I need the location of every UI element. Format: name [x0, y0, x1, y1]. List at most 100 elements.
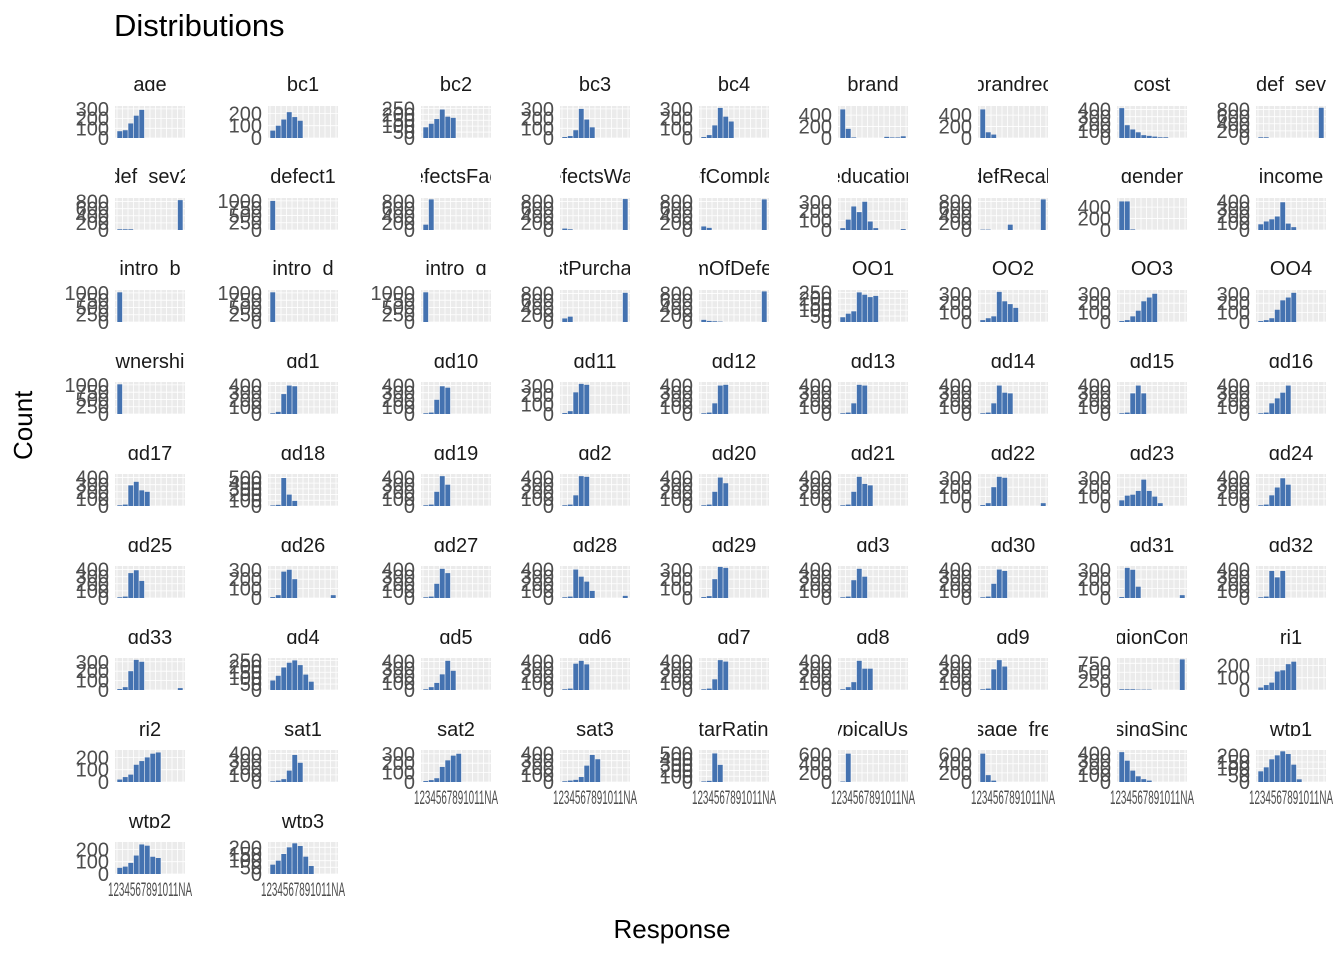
histogram-bar — [873, 295, 879, 322]
y-tick-label: 250 — [1078, 671, 1111, 693]
facet-strip-label: qd21 — [851, 443, 896, 465]
histogram-bar — [1124, 412, 1130, 414]
y-tick-label: 750 — [382, 290, 415, 312]
y-tick-label: 0 — [1239, 404, 1250, 426]
histogram-bar — [851, 682, 857, 690]
histogram-bar — [1002, 666, 1008, 690]
histogram-bar — [996, 476, 1002, 506]
y-tick-label: 200 — [1217, 121, 1250, 143]
y-tick-label: 1000 — [65, 375, 110, 397]
histogram-bar — [701, 319, 707, 322]
y-tick-label: 0 — [682, 128, 693, 150]
y-tick-label: 150 — [229, 662, 262, 684]
histogram-bar — [122, 229, 128, 230]
histogram-bar — [439, 109, 445, 138]
histogram-bar — [1119, 321, 1125, 322]
y-tick-label: 200 — [1217, 574, 1250, 596]
y-tick-label: 300 — [229, 560, 262, 582]
histogram-bar — [991, 487, 997, 506]
facet-strip-label: wtp3 — [281, 811, 324, 833]
histogram-bar — [297, 762, 303, 782]
y-tick-label: 300 — [660, 659, 693, 681]
histogram-bar — [991, 669, 997, 690]
y-tick-label: 100 — [1078, 397, 1111, 419]
histogram-bar — [701, 226, 707, 230]
y-tick-label: 0 — [404, 128, 415, 150]
y-tick-label: 100 — [382, 763, 415, 785]
histogram-bar — [1263, 767, 1269, 782]
facet-strip-label: wtp1 — [1269, 719, 1312, 741]
y-tick-label: 50 — [240, 857, 262, 879]
y-tick-label: 100 — [1217, 213, 1250, 235]
y-tick-label: 200 — [1217, 745, 1250, 767]
y-tick-label: 300 — [521, 567, 554, 589]
y-tick-label: 100 — [229, 397, 262, 419]
y-tick-label: 400 — [76, 560, 109, 582]
histogram-bar — [856, 384, 862, 414]
y-tick-label: 100 — [229, 116, 262, 138]
histogram-bar — [712, 579, 718, 598]
y-tick-label: 1000 — [218, 191, 263, 213]
y-tick-label: 200 — [521, 213, 554, 235]
histogram-bar — [712, 403, 718, 414]
facet-strip-label: qd3 — [856, 535, 889, 557]
y-tick-label: 400 — [1078, 197, 1111, 219]
facet-strip-label: qd29 — [712, 535, 757, 557]
y-tick-label: 400 — [76, 206, 109, 228]
histogram-bar — [567, 411, 573, 414]
y-tick-label: 400 — [1217, 560, 1250, 582]
histogram-bar — [867, 297, 873, 322]
histogram-bar — [1124, 125, 1130, 138]
histogram-bar — [980, 689, 986, 690]
y-tick-label: 250 — [229, 213, 262, 235]
y-tick-label: 300 — [799, 567, 832, 589]
histogram-bar — [1258, 413, 1264, 414]
y-tick-label: 100 — [382, 581, 415, 603]
histogram-bar — [980, 413, 986, 414]
histogram-bar — [434, 583, 440, 598]
histogram-bar — [717, 660, 723, 690]
y-tick-label: 200 — [76, 747, 109, 769]
y-tick-label: 100 — [1078, 487, 1111, 509]
y-tick-label: 400 — [229, 376, 262, 398]
histogram-bar — [845, 596, 851, 598]
histogram-bar — [996, 385, 1002, 414]
histogram-bar — [706, 688, 712, 690]
y-tick-label: 200 — [1078, 293, 1111, 315]
y-tick-label: 0 — [543, 588, 554, 610]
y-tick-label: 0 — [98, 220, 109, 242]
histogram-bar — [445, 660, 451, 690]
histogram-bar — [275, 675, 281, 690]
histogram-bar — [139, 761, 145, 782]
y-tick-label: 0 — [1239, 312, 1250, 334]
histogram-bar — [1285, 385, 1291, 414]
histogram-bar — [562, 228, 568, 230]
histogram-bar — [281, 571, 287, 598]
facet-strip-label: qd19 — [434, 443, 479, 465]
y-tick-label: 100 — [1078, 121, 1111, 143]
y-tick-label: 600 — [939, 745, 972, 767]
histogram-bar — [122, 504, 128, 506]
x-tick-labels: 1234567891011NA — [553, 788, 637, 809]
histogram-bar — [1119, 752, 1125, 782]
histogram-bar — [567, 229, 573, 230]
facet-strip-label: brandrec — [974, 74, 1053, 96]
facet-strip-label: ri1 — [1280, 627, 1302, 649]
histogram-bar — [840, 689, 846, 690]
y-tick-label: 0 — [1100, 128, 1111, 150]
histogram-bar — [1269, 219, 1275, 230]
histogram-bar — [1263, 412, 1269, 414]
y-tick-label: 200 — [660, 305, 693, 327]
y-tick-label: 200 — [229, 390, 262, 412]
histogram-bar — [177, 200, 183, 230]
